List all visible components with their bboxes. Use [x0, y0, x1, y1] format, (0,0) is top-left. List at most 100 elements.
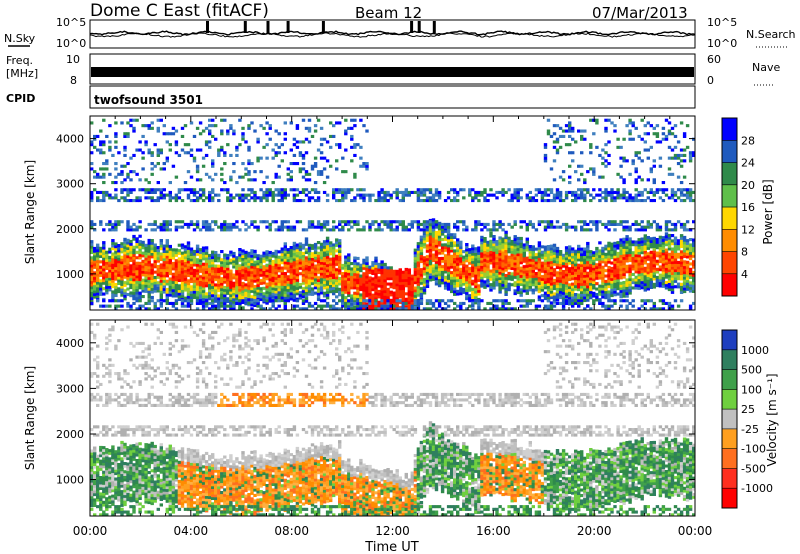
freq-series-band: [91, 67, 694, 77]
heatmap-cell: [144, 243, 148, 247]
heatmap-cell: [371, 193, 375, 197]
heatmap-cell: [392, 269, 396, 273]
heatmap-cell: [298, 140, 303, 144]
heatmap-cell: [474, 299, 478, 303]
heatmap-cell: [486, 259, 490, 263]
noise-spike: [417, 21, 421, 33]
heatmap-cell: [223, 277, 227, 281]
heatmap-cell: [431, 228, 436, 232]
heatmap-cell: [568, 134, 572, 138]
heatmap-cell: [589, 293, 593, 297]
heatmap-cell: [117, 222, 121, 226]
heatmap-cell: [419, 257, 424, 261]
heatmap-cell: [501, 304, 505, 308]
heatmap-cell: [126, 190, 130, 194]
heatmap-cell: [492, 254, 496, 258]
heatmap-cell: [558, 175, 563, 179]
heatmap-cell: [322, 225, 327, 229]
heatmap-cell: [558, 134, 563, 138]
heatmap-cell: [501, 267, 505, 271]
heatmap-cell: [132, 278, 136, 282]
heatmap-cell: [289, 281, 293, 285]
heatmap-cell: [244, 250, 248, 254]
heatmap-cell: [135, 264, 139, 268]
heatmap-cell: [268, 286, 272, 290]
heatmap-cell: [471, 263, 475, 267]
heatmap-cell: [235, 258, 239, 262]
heatmap-cell: [507, 285, 511, 289]
heatmap-cell: [592, 251, 596, 255]
heatmap-cell: [90, 140, 94, 144]
heatmap-cell: [356, 265, 360, 269]
heatmap-cell: [543, 188, 548, 192]
heatmap-cell: [177, 260, 182, 264]
heatmap-cell: [601, 276, 605, 280]
heatmap-cell: [165, 220, 169, 224]
heatmap-cell: [214, 288, 218, 292]
heatmap-cell: [347, 222, 351, 226]
heatmap-cell: [292, 282, 297, 286]
heatmap-cell: [347, 228, 351, 232]
heatmap-cell: [374, 294, 378, 298]
heatmap-cell: [201, 193, 206, 197]
heatmap-cell: [580, 261, 584, 265]
heatmap-cell: [613, 260, 617, 264]
heatmap-cell: [238, 296, 242, 300]
heatmap-cell: [513, 289, 517, 293]
heatmap-cell: [528, 199, 532, 203]
heatmap-cell: [431, 199, 436, 203]
heatmap-cell: [374, 291, 378, 295]
heatmap-cell: [356, 284, 360, 288]
heatmap-cell: [180, 265, 185, 269]
heatmap-cell: [271, 181, 275, 185]
heatmap-cell: [153, 251, 157, 255]
heatmap-cell: [495, 222, 499, 226]
heatmap-cell: [162, 268, 166, 272]
heatmap-cell: [395, 228, 399, 232]
heatmap-cell: [510, 261, 514, 265]
heatmap-cell: [271, 289, 275, 293]
heatmap-cell: [226, 289, 230, 293]
heatmap-cell: [235, 299, 239, 303]
heatmap-cell: [292, 263, 297, 267]
heatmap-cell: [189, 299, 194, 303]
heatmap-cell: [159, 228, 163, 232]
heatmap-cell: [558, 268, 563, 272]
heatmap-cell: [543, 291, 548, 295]
heatmap-cell: [510, 253, 514, 257]
heatmap-cell: [453, 268, 457, 272]
heatmap-cell: [434, 231, 439, 235]
heatmap-cell: [607, 241, 611, 245]
heatmap-cell: [93, 284, 97, 288]
heatmap-cell: [123, 291, 127, 295]
heatmap-cell: [428, 273, 433, 277]
heatmap-cell: [168, 290, 172, 294]
heatmap-cell: [174, 253, 179, 257]
heatmap-cell: [244, 258, 248, 262]
heatmap-cell: [108, 269, 112, 273]
heatmap-cell: [425, 260, 430, 264]
heatmap-cell: [117, 254, 121, 258]
heatmap-cell: [195, 274, 200, 278]
heatmap-cell: [111, 258, 115, 262]
heatmap-cell: [395, 275, 399, 279]
heatmap-cell: [519, 266, 523, 270]
heatmap-cell: [613, 196, 617, 200]
heatmap-cell: [425, 249, 430, 253]
heatmap-cell: [286, 172, 290, 176]
heatmap-cell: [247, 188, 251, 192]
heatmap-cell: [489, 247, 493, 251]
heatmap-cell: [189, 190, 194, 194]
heatmap-cell: [531, 277, 535, 281]
heatmap-cell: [380, 220, 384, 224]
heatmap-cell: [195, 244, 200, 248]
heatmap-cell: [108, 124, 112, 128]
heatmap-cell: [431, 272, 436, 276]
heatmap-cell: [168, 293, 172, 297]
heatmap-cell: [307, 129, 312, 133]
heatmap-cell: [180, 246, 185, 250]
heatmap-cell: [256, 292, 260, 296]
heatmap-cell: [283, 280, 287, 284]
heatmap-cell: [102, 273, 106, 277]
